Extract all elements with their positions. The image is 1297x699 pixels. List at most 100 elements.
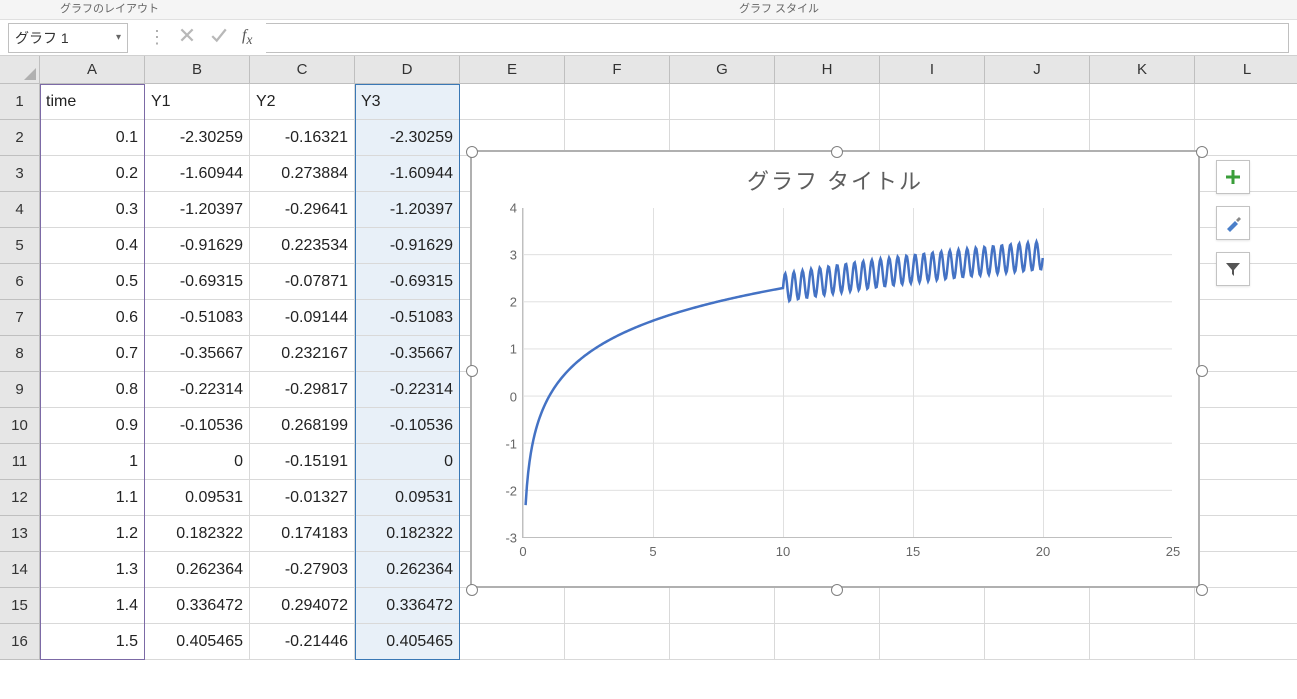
cell[interactable]: [670, 588, 775, 624]
cell[interactable]: [670, 624, 775, 660]
cell[interactable]: 0.405465: [145, 624, 250, 660]
cell[interactable]: 0.7: [40, 336, 145, 372]
cell[interactable]: -2.30259: [355, 120, 460, 156]
chart-resize-handle[interactable]: [1196, 584, 1208, 596]
fbar-more-icon[interactable]: ⋮: [148, 27, 164, 48]
cell[interactable]: [985, 84, 1090, 120]
cell[interactable]: -0.10536: [145, 408, 250, 444]
cell[interactable]: [565, 588, 670, 624]
cell[interactable]: 1.4: [40, 588, 145, 624]
cell[interactable]: 0.9: [40, 408, 145, 444]
row-header-15[interactable]: 15: [0, 588, 40, 624]
column-header-E[interactable]: E: [460, 56, 565, 84]
row-header-13[interactable]: 13: [0, 516, 40, 552]
cell[interactable]: [1195, 516, 1297, 552]
column-header-F[interactable]: F: [565, 56, 670, 84]
cell[interactable]: 0.336472: [145, 588, 250, 624]
select-all-corner[interactable]: [0, 56, 40, 84]
row-header-14[interactable]: 14: [0, 552, 40, 588]
cell[interactable]: 0.4: [40, 228, 145, 264]
row-header-1[interactable]: 1: [0, 84, 40, 120]
column-header-L[interactable]: L: [1195, 56, 1297, 84]
cell[interactable]: [670, 84, 775, 120]
column-header-G[interactable]: G: [670, 56, 775, 84]
cell[interactable]: Y1: [145, 84, 250, 120]
cell[interactable]: [775, 84, 880, 120]
enter-icon[interactable]: [210, 26, 228, 49]
row-header-16[interactable]: 16: [0, 624, 40, 660]
cell[interactable]: 0.5: [40, 264, 145, 300]
column-header-B[interactable]: B: [145, 56, 250, 84]
cell[interactable]: Y2: [250, 84, 355, 120]
cell[interactable]: -0.29641: [250, 192, 355, 228]
cell[interactable]: 0.232167: [250, 336, 355, 372]
worksheet-grid[interactable]: ABCDEFGHIJKL 12345678910111213141516 tim…: [0, 56, 1297, 699]
cell[interactable]: [1090, 624, 1195, 660]
row-header-11[interactable]: 11: [0, 444, 40, 480]
row-header-12[interactable]: 12: [0, 480, 40, 516]
cell[interactable]: -0.09144: [250, 300, 355, 336]
row-header-4[interactable]: 4: [0, 192, 40, 228]
cell[interactable]: [985, 588, 1090, 624]
row-header-5[interactable]: 5: [0, 228, 40, 264]
cell[interactable]: 0.182322: [355, 516, 460, 552]
cell[interactable]: 0.3: [40, 192, 145, 228]
chart-resize-handle[interactable]: [466, 584, 478, 596]
cell[interactable]: [1195, 372, 1297, 408]
cell[interactable]: -0.35667: [145, 336, 250, 372]
column-header-K[interactable]: K: [1090, 56, 1195, 84]
cell[interactable]: time: [40, 84, 145, 120]
cell[interactable]: [985, 624, 1090, 660]
cell[interactable]: -0.69315: [355, 264, 460, 300]
cell[interactable]: -0.10536: [355, 408, 460, 444]
cell[interactable]: 0.262364: [145, 552, 250, 588]
cell[interactable]: 0.268199: [250, 408, 355, 444]
cell[interactable]: -0.22314: [145, 372, 250, 408]
chart-title[interactable]: グラフ タイトル: [472, 152, 1198, 200]
chart-resize-handle[interactable]: [466, 365, 478, 377]
cell[interactable]: 0.1: [40, 120, 145, 156]
row-header-10[interactable]: 10: [0, 408, 40, 444]
embedded-chart[interactable]: グラフ タイトル -3-2-1012340510152025: [470, 150, 1200, 588]
cell[interactable]: [460, 84, 565, 120]
chart-plot-area[interactable]: -3-2-1012340510152025: [522, 208, 1172, 538]
cell[interactable]: -0.35667: [355, 336, 460, 372]
cell[interactable]: 0.8: [40, 372, 145, 408]
row-header-9[interactable]: 9: [0, 372, 40, 408]
cell[interactable]: -1.60944: [355, 156, 460, 192]
name-box[interactable]: グラフ 1 ▾: [8, 23, 128, 53]
cell[interactable]: Y3: [355, 84, 460, 120]
cell[interactable]: 0.2: [40, 156, 145, 192]
column-header-H[interactable]: H: [775, 56, 880, 84]
cell[interactable]: -1.20397: [145, 192, 250, 228]
chart-resize-handle[interactable]: [831, 146, 843, 158]
column-header-J[interactable]: J: [985, 56, 1090, 84]
cell[interactable]: [1195, 408, 1297, 444]
cell[interactable]: [1195, 480, 1297, 516]
cell[interactable]: [880, 588, 985, 624]
cell[interactable]: 0: [355, 444, 460, 480]
cell[interactable]: [1195, 444, 1297, 480]
cell[interactable]: -1.20397: [355, 192, 460, 228]
chart-resize-handle[interactable]: [466, 146, 478, 158]
cell[interactable]: [880, 84, 985, 120]
cell[interactable]: 0.09531: [355, 480, 460, 516]
cell[interactable]: 0: [145, 444, 250, 480]
cell[interactable]: 0.223534: [250, 228, 355, 264]
cell[interactable]: [1090, 84, 1195, 120]
cell[interactable]: 1.2: [40, 516, 145, 552]
name-box-dropdown-icon[interactable]: ▾: [116, 32, 121, 43]
cell[interactable]: 1.5: [40, 624, 145, 660]
cell[interactable]: 0.09531: [145, 480, 250, 516]
cell[interactable]: -0.51083: [145, 300, 250, 336]
cell[interactable]: [1195, 552, 1297, 588]
cell[interactable]: -0.01327: [250, 480, 355, 516]
row-header-8[interactable]: 8: [0, 336, 40, 372]
cell[interactable]: 0.336472: [355, 588, 460, 624]
cell[interactable]: [460, 624, 565, 660]
cell[interactable]: 1.3: [40, 552, 145, 588]
cell[interactable]: -0.07871: [250, 264, 355, 300]
cell[interactable]: 0.182322: [145, 516, 250, 552]
cancel-icon[interactable]: [178, 26, 196, 49]
fx-icon[interactable]: fx: [242, 27, 252, 48]
